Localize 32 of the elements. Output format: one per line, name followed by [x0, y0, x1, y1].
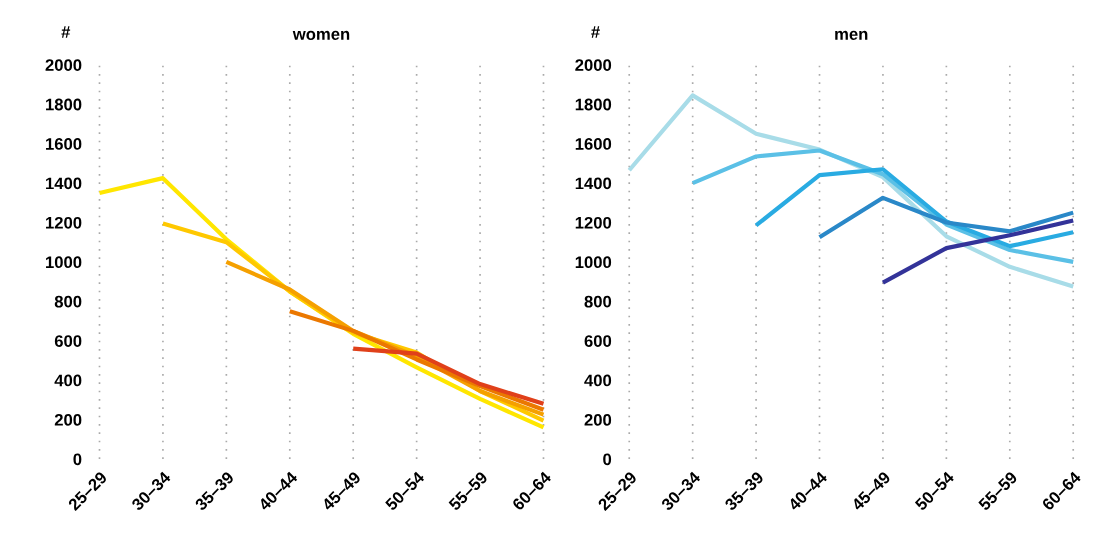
line-series — [754, 167, 1076, 249]
chart-title: men — [835, 30, 868, 40]
y-tick-label: 400 — [54, 374, 82, 387]
y-tick-label: 2000 — [575, 59, 612, 71]
y-tick-label: 200 — [584, 413, 612, 426]
y-tick-label: 0 — [603, 453, 612, 466]
y-tick-label: 400 — [584, 374, 612, 387]
line-series — [817, 195, 1076, 240]
y-tick-label: 600 — [54, 335, 82, 347]
y-tick-label: 1800 — [575, 98, 612, 111]
y-tick-label: 800 — [54, 295, 82, 308]
y-tick-label: 600 — [584, 335, 612, 347]
y-tick-label: 1600 — [46, 138, 82, 150]
y-tick-label: 1200 — [575, 216, 612, 229]
chart-title: women — [292, 30, 350, 40]
y-tick-label: 200 — [54, 413, 82, 426]
line-series — [880, 218, 1076, 285]
line-series — [287, 309, 546, 412]
y-tick-label: 800 — [584, 295, 612, 308]
y-tick-label: 1200 — [46, 216, 82, 229]
y-tick-label: 1800 — [46, 98, 82, 111]
line-series — [351, 346, 546, 406]
y-tick-label: 1600 — [575, 138, 612, 150]
y-tick-label: 0 — [73, 453, 82, 466]
y-tick-label: 1400 — [46, 177, 82, 190]
y-axis-title: # — [591, 26, 600, 38]
y-tick-label: 1400 — [575, 177, 612, 190]
y-tick-label: 2000 — [45, 59, 82, 71]
y-tick-label: 1000 — [575, 256, 612, 269]
y-tick-label: 1000 — [46, 256, 82, 269]
line-series — [690, 148, 1076, 264]
y-axis-title: # — [61, 26, 71, 38]
